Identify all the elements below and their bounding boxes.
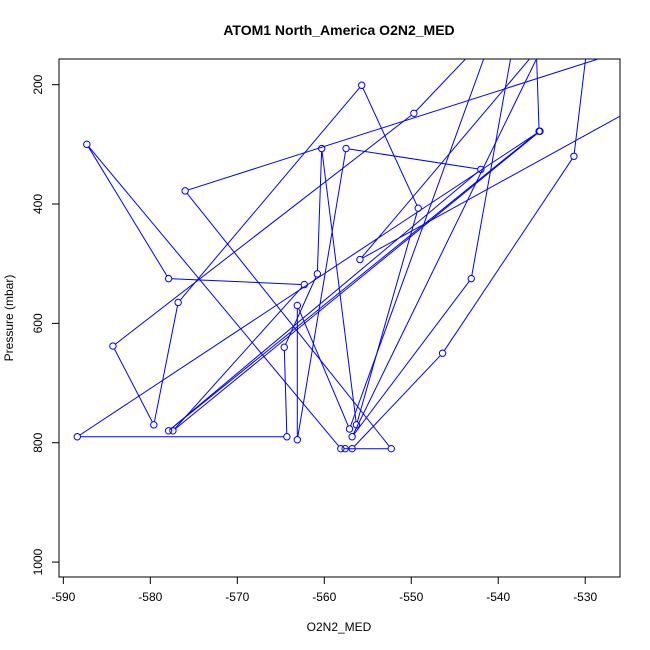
data-point [313,270,322,278]
data-point [164,427,173,435]
series-segment [536,59,540,129]
data-point [73,433,81,441]
series-segment [415,59,467,112]
series-segment [353,59,538,435]
data-point [109,342,117,350]
data-point [293,301,302,310]
series-segment [356,211,418,422]
data-point [348,433,356,441]
series-segment [353,355,441,447]
data-point [341,444,349,453]
series-segment [88,146,168,277]
data-point [280,343,288,351]
series-segment [171,278,302,285]
series-segment [285,276,317,345]
series-segment [573,59,587,154]
series-segment [350,59,485,427]
series-segment [361,59,531,258]
data-point [348,444,356,453]
series-layer [73,0,650,453]
data-point [150,421,158,429]
series-segment [611,1,650,55]
y-axis-label: Pressure (mbar) [2,275,16,362]
x-tick-label: -570 [225,590,249,604]
series-segment [174,286,303,429]
y-tick-label: 800 [31,432,45,452]
x-axis: -590 -580 -570 -560 -550 -540 -530 [51,576,598,604]
series-segment [113,348,153,423]
data-point [181,187,189,195]
series-segment [349,148,478,170]
series-segment [170,132,537,430]
series-segment [79,132,538,436]
x-axis-label: O2N2_MED [307,620,372,634]
data-point [414,204,422,212]
plot-frame [58,58,621,578]
series-segment [186,193,390,447]
series-segment [316,151,323,271]
data-point [345,425,354,433]
data-point [317,144,326,153]
y-axis: 200 400 600 800 1000 [31,74,60,575]
data-point [164,274,173,283]
series-segment [353,280,470,435]
y-tick-label: 1000 [31,548,45,575]
data-point [342,144,350,153]
data-point [477,165,485,174]
x-tick-label: -560 [312,590,336,604]
x-tick-label: -540 [486,590,510,604]
data-point [467,274,475,283]
data-point [438,349,447,357]
data-point [387,444,395,453]
x-tick-label: -590 [51,590,75,604]
data-point [174,298,182,307]
y-tick-label: 200 [31,74,45,94]
chart-title: ATOM1 North_America O2N2_MED [223,22,454,38]
series-segment [179,87,360,301]
series-segment [188,59,600,191]
data-point [410,109,418,118]
data-point [357,81,366,89]
series-segment [175,132,538,430]
series-segment [471,59,512,276]
data-point [352,421,361,429]
y-tick-label: 600 [31,313,45,333]
series-segment [362,87,418,206]
x-tick-label: -580 [138,590,162,604]
series-segment [298,308,349,427]
series-segment [283,350,288,434]
series-segment [443,158,573,351]
series-segment [153,305,179,422]
data-point [293,436,302,444]
series-segment [88,146,340,447]
data-point [169,427,177,435]
data-point [283,433,291,441]
series-segment [115,114,412,345]
series-segment [362,115,620,259]
data-point [535,127,543,135]
series-segment [586,0,633,55]
y-tick-label: 400 [31,194,45,214]
data-point [300,280,308,289]
data-point [356,255,364,264]
x-tick-label: -530 [573,590,597,604]
series-segment [297,151,346,437]
data-point [570,152,578,160]
series-segment [321,151,357,422]
data-point [337,444,345,453]
x-tick-label: -550 [399,590,423,604]
data-point [83,140,91,149]
